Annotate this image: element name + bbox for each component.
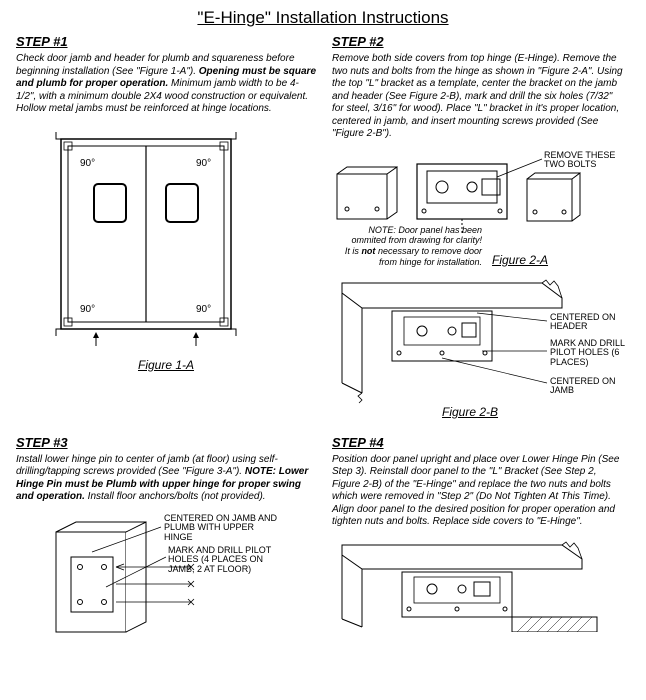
callout-remove-bolts: REMOVE THESE TWO BOLTS — [544, 151, 624, 171]
step2-body: Remove both side covers from top hinge (… — [332, 53, 626, 141]
step3-body-a: Install lower hinge pin to center of jam… — [16, 454, 278, 478]
figure-1a: 90° 90° 90° 90° Figure 1-A — [16, 124, 316, 372]
callout-centered-jamb: CENTERED ON JAMB — [550, 377, 630, 397]
step3-body: Install lower hinge pin to center of jam… — [16, 454, 316, 504]
figure-4 — [332, 537, 626, 632]
callout-pilot-3: MARK AND DRILL PILOT HOLES (4 PLACES ON … — [168, 546, 278, 576]
step-1: STEP #1 Check door jamb and header for p… — [16, 34, 326, 423]
figure2b-caption: Figure 2-B — [442, 405, 498, 419]
step1-body: Check door jamb and header for plumb and… — [16, 53, 316, 116]
figure-2b: CENTERED ON HEADER MARK AND DRILL PILOT … — [332, 273, 626, 423]
angle-br: 90° — [196, 304, 211, 315]
step4-body: Position door panel upright and place ov… — [332, 454, 626, 529]
figure-2a: REMOVE THESE TWO BOLTS NOTE: Door panel … — [332, 149, 626, 269]
callout-centered-header: CENTERED ON HEADER — [550, 313, 628, 333]
angle-bl: 90° — [80, 304, 95, 315]
note-bold: not — [361, 246, 375, 256]
figure2a-note: NOTE: Door panel has been ommited from d… — [332, 225, 482, 268]
step2-header: STEP #2 — [332, 34, 626, 49]
note-b: It is — [345, 246, 362, 256]
note-c: necessary to remove door from hinge for … — [375, 246, 482, 267]
angle-tl: 90° — [80, 158, 95, 169]
row-2: STEP #3 Install lower hinge pin to cente… — [0, 435, 646, 642]
figure2a-caption: Figure 2-A — [492, 253, 548, 267]
page-title: "E-Hinge" Installation Instructions — [0, 0, 646, 34]
callout-centered-plumb: CENTERED ON JAMB AND PLUMB WITH UPPER HI… — [164, 514, 284, 544]
step3-body-b: Install floor anchors/bolts (not provide… — [85, 491, 266, 502]
step-2: STEP #2 Remove both side covers from top… — [326, 34, 626, 423]
step4-header: STEP #4 — [332, 435, 626, 450]
step1-header: STEP #1 — [16, 34, 316, 49]
figure1a-caption: Figure 1-A — [16, 358, 316, 372]
callout-pilot-holes: MARK AND DRILL PILOT HOLES (6 PLACES) — [550, 339, 630, 369]
figure-3a: CENTERED ON JAMB AND PLUMB WITH UPPER HI… — [16, 512, 316, 642]
note-a: NOTE: Door panel has been ommited from d… — [351, 225, 482, 246]
angle-tr: 90° — [196, 158, 211, 169]
step-3: STEP #3 Install lower hinge pin to cente… — [16, 435, 326, 642]
step3-header: STEP #3 — [16, 435, 316, 450]
row-1: STEP #1 Check door jamb and header for p… — [0, 34, 646, 423]
step-4: STEP #4 Position door panel upright and … — [326, 435, 626, 642]
